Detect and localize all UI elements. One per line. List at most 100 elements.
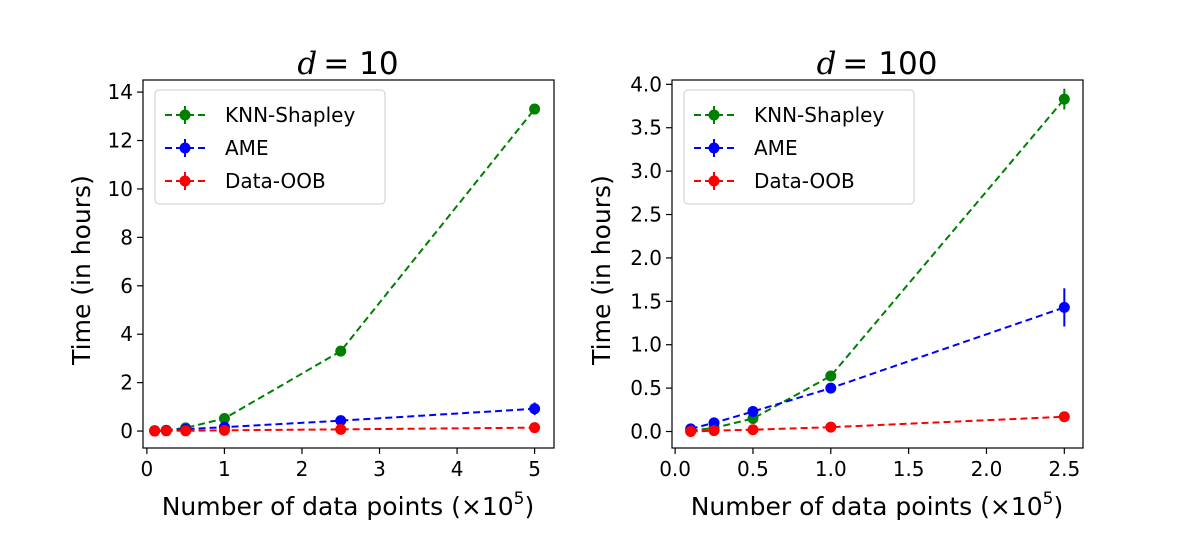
panel2-xtick-label: 0.5 bbox=[737, 457, 769, 481]
panel1-ytick-label: 4 bbox=[120, 322, 133, 346]
panel2-series-ame-line bbox=[690, 306, 1065, 430]
panel1-title-variable: d bbox=[297, 46, 317, 82]
panel1-series-knn-shapley-point bbox=[529, 103, 541, 115]
panel1-xlabel-text: Number of data points (×10 bbox=[162, 492, 514, 521]
panel1-legend-swatch-marker bbox=[179, 142, 191, 154]
panel1-legend: KNN-Shapley AME Data-OOB bbox=[154, 89, 386, 205]
panel2-ytick-label: 3.0 bbox=[630, 159, 662, 183]
panel1-legend-box bbox=[154, 89, 386, 205]
panel1-axes-frame bbox=[142, 79, 555, 449]
panel1-ytick-label: 2 bbox=[120, 371, 133, 395]
panel1-series-data-oob-point bbox=[180, 425, 192, 437]
panel2-series-ame bbox=[685, 288, 1070, 435]
panel1-xtick-label: 3 bbox=[373, 457, 386, 481]
panel2-ytick-label: 0.5 bbox=[630, 376, 662, 400]
panel2-series-ame-point bbox=[1058, 301, 1070, 313]
panel1-series-data-oob-point bbox=[160, 425, 172, 437]
panel2-axes-frame bbox=[671, 79, 1084, 449]
panel2-series-ame-point bbox=[708, 417, 720, 429]
panel2-series-data-oob-point bbox=[825, 421, 837, 433]
panel2-xlabel-close: ) bbox=[1053, 492, 1063, 521]
panel2-legend-box bbox=[683, 89, 915, 205]
panel1-legend-swatch-marker bbox=[179, 175, 191, 187]
panel2-series-data-oob-line bbox=[690, 415, 1065, 433]
panel1-series-ame-point bbox=[529, 403, 541, 415]
panel2-series-knn-shapley-point bbox=[1058, 93, 1070, 105]
panel2-ytick-label: 3.5 bbox=[630, 116, 662, 140]
panel2-series-data-oob-point bbox=[747, 424, 759, 436]
panel2-series-ame-point bbox=[747, 406, 759, 418]
panel1-series-data-oob-point bbox=[335, 423, 347, 435]
panel1-legend-item: KNN-Shapley bbox=[165, 103, 355, 127]
panel2-series-knn-shapley-line bbox=[690, 98, 1066, 432]
panel2-title-variable: d bbox=[817, 46, 837, 82]
panel2-series-data-oob-point bbox=[685, 426, 697, 438]
panel1-legend-swatch-marker bbox=[179, 109, 191, 121]
panel1-ytick-label: 10 bbox=[108, 177, 133, 201]
panel2-legend-swatch-marker bbox=[708, 175, 720, 187]
panel1-ytick-label: 12 bbox=[108, 129, 133, 153]
panel2-ytick-label: 2.0 bbox=[630, 246, 662, 270]
panel1-legend-item: AME bbox=[165, 136, 269, 160]
panel2-ytick-label: 0.0 bbox=[630, 420, 662, 444]
panel2-xlabel-exponent: 5 bbox=[1043, 489, 1054, 509]
panel2-title: d = 100 bbox=[817, 46, 938, 82]
panel2-ytick-label: 2.5 bbox=[630, 203, 662, 227]
panel2-ytick-label: 1.0 bbox=[630, 333, 662, 357]
panel2-legend-swatch-marker bbox=[708, 142, 720, 154]
panel2-legend-item: KNN-Shapley bbox=[694, 103, 884, 127]
panel1-xlabel: Number of data points (×105) bbox=[162, 489, 535, 521]
panel1-series-knn-shapley-point bbox=[335, 345, 347, 357]
panel2-legend-label: KNN-Shapley bbox=[754, 103, 884, 127]
panel1-series-data-oob-point bbox=[529, 422, 541, 434]
panel2-series-knn-shapley-point bbox=[825, 370, 837, 382]
panel2-xtick-label: 1.0 bbox=[815, 457, 847, 481]
panel1-legend-label: AME bbox=[225, 136, 269, 160]
panel2-ytick-label: 1.5 bbox=[630, 289, 662, 313]
panel1-series-ame-line bbox=[154, 407, 535, 432]
panel2-legend: KNN-Shapley AME Data-OOB bbox=[683, 89, 915, 205]
panel1-series-knn-shapley-point bbox=[218, 412, 230, 424]
panel1-title-value: = 10 bbox=[323, 46, 398, 82]
panel1-series-data-oob-point bbox=[218, 424, 230, 436]
panel1-xlabel-close: ) bbox=[524, 492, 534, 521]
panel1-xtick-label: 4 bbox=[451, 457, 464, 481]
panel2-legend-item: AME bbox=[694, 136, 798, 160]
panel2-xtick-label: 1.5 bbox=[893, 457, 925, 481]
panel2-series-data-oob-point bbox=[708, 425, 720, 437]
panel2-legend-item: Data-OOB bbox=[694, 169, 855, 193]
panel1-series-ame-point bbox=[335, 415, 347, 427]
panel1-ytick-label: 6 bbox=[120, 274, 133, 298]
panel2-legend-label: Data-OOB bbox=[754, 169, 855, 193]
panel2-xtick-label: 2.0 bbox=[971, 457, 1003, 481]
panel1-series-data-oob-line bbox=[154, 426, 535, 433]
panel2-title-value: = 100 bbox=[842, 46, 937, 82]
panel2-ylabel: Time (in hours) bbox=[587, 175, 616, 366]
panel1-ytick-label: 8 bbox=[120, 225, 133, 249]
panel2-series-ame-point bbox=[825, 382, 837, 394]
panel2-xlabel-text: Number of data points (×10 bbox=[691, 492, 1043, 521]
panel2-legend-label: AME bbox=[754, 136, 798, 160]
panel1-xtick-label: 1 bbox=[218, 457, 231, 481]
panel2-legend-swatch-marker bbox=[708, 109, 720, 121]
panel1-ylabel: Time (in hours) bbox=[67, 175, 96, 366]
panel1-title: d = 10 bbox=[297, 46, 398, 82]
panel1-xtick-label: 0 bbox=[141, 457, 154, 481]
panel1-ytick-label: 14 bbox=[108, 80, 133, 104]
panel2-series-data-oob bbox=[685, 411, 1070, 438]
panel1-xtick-label: 2 bbox=[296, 457, 309, 481]
panel2-xtick-label: 0.0 bbox=[659, 457, 691, 481]
panel1-xlabel-exponent: 5 bbox=[514, 489, 525, 509]
panel2-chart: 0.0 0.5 1.0 1.5 2.0 2.5 0.0 0.5 1.0 1.5 2.0 2.5 3.0 3… bbox=[587, 46, 1084, 521]
panel2-xlabel: Number of data points (×105) bbox=[691, 489, 1064, 521]
panel1-series-data-oob bbox=[149, 422, 541, 437]
panel1-legend-label: Data-OOB bbox=[225, 169, 326, 193]
panel2-ytick-label: 4.0 bbox=[630, 72, 662, 96]
panel1-ytick-label: 0 bbox=[120, 419, 133, 443]
panel1-series-data-oob-point bbox=[149, 425, 161, 437]
panel2-series-data-oob-point bbox=[1058, 411, 1070, 423]
panel1-legend-item: Data-OOB bbox=[165, 169, 326, 193]
panel1-legend-label: KNN-Shapley bbox=[225, 103, 355, 127]
